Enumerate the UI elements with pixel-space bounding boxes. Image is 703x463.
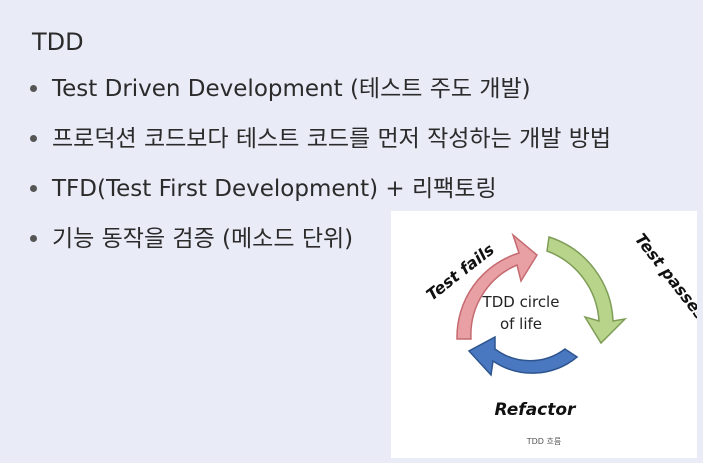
bullet-text: TFD(Test First Development) + 리팩토링 bbox=[52, 176, 497, 202]
figure-caption: TDD 흐름 bbox=[526, 437, 561, 446]
bullet-item: Test Driven Development (테스트 주도 개발) bbox=[28, 70, 611, 120]
bullet-item: 기능 동작을 검증 (메소드 단위) bbox=[28, 220, 611, 270]
bullet-list: Test Driven Development (테스트 주도 개발) 프로덕션… bbox=[28, 70, 611, 270]
bullet-text: 기능 동작을 검증 (메소드 단위) bbox=[52, 226, 354, 252]
bullet-dot-icon bbox=[30, 185, 37, 192]
bullet-dot-icon bbox=[30, 235, 37, 242]
center-label-line2: of life bbox=[500, 315, 542, 333]
bullet-text: 프로덕션 코드보다 테스트 코드를 먼저 작성하는 개발 방법 bbox=[52, 126, 612, 152]
center-label-line1: TDD circle bbox=[482, 293, 560, 311]
test-fails-arrow-icon bbox=[456, 232, 538, 340]
refactor-arrow-icon bbox=[467, 335, 579, 377]
tdd-cycle-diagram: TDD circle of life Test fails Test passe… bbox=[423, 230, 697, 446]
bullet-dot-icon bbox=[30, 85, 37, 92]
test-passes-label: Test passes bbox=[631, 230, 697, 324]
bullet-item: TFD(Test First Development) + 리팩토링 bbox=[28, 170, 611, 220]
bullet-dot-icon bbox=[30, 135, 37, 142]
bullet-text: Test Driven Development (테스트 주도 개발) bbox=[52, 76, 531, 102]
tdd-cycle-figure: TDD circle of life Test fails Test passe… bbox=[391, 211, 697, 458]
slide-title: TDD bbox=[32, 28, 84, 56]
bullet-item: 프로덕션 코드보다 테스트 코드를 먼저 작성하는 개발 방법 bbox=[28, 120, 611, 170]
refactor-label: Refactor bbox=[495, 400, 578, 420]
test-passes-arrow-icon bbox=[546, 236, 628, 345]
